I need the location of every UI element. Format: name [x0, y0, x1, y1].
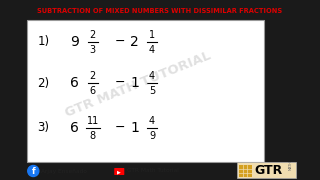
Text: ▶: ▶	[117, 169, 121, 174]
Text: GTR: GTR	[254, 163, 283, 177]
Text: 6: 6	[90, 86, 96, 96]
Text: 11: 11	[86, 116, 99, 126]
Text: −: −	[115, 75, 125, 89]
Text: 2: 2	[90, 30, 96, 40]
Circle shape	[28, 165, 39, 177]
Text: 2: 2	[90, 71, 96, 81]
Text: −: −	[115, 120, 125, 134]
Text: MATH: MATH	[289, 160, 293, 170]
Text: 3: 3	[90, 45, 96, 55]
FancyBboxPatch shape	[27, 20, 264, 162]
Text: 6: 6	[70, 76, 79, 90]
Text: SUBTRACTION OF MIXED NUMBERS WITH DISSIMILAR FRACTIONS: SUBTRACTION OF MIXED NUMBERS WITH DISSIM…	[37, 8, 283, 14]
Text: 1: 1	[131, 121, 139, 135]
FancyBboxPatch shape	[237, 162, 296, 178]
Text: GTR Math Tutorial: GTR Math Tutorial	[127, 168, 179, 174]
Text: 6: 6	[70, 121, 79, 135]
Text: Arjay Enseñado: Arjay Enseñado	[41, 168, 87, 174]
Text: 4: 4	[149, 45, 155, 55]
Text: 4: 4	[149, 71, 155, 81]
Text: 3): 3)	[37, 122, 49, 134]
Text: 1: 1	[131, 76, 139, 90]
Text: 8: 8	[90, 131, 96, 141]
Text: 2: 2	[131, 35, 139, 49]
Text: 1: 1	[149, 30, 155, 40]
Text: 9: 9	[70, 35, 79, 49]
Text: f: f	[31, 166, 35, 176]
Text: 1): 1)	[37, 35, 49, 48]
Text: 5: 5	[149, 86, 155, 96]
FancyBboxPatch shape	[114, 168, 124, 175]
Text: 9: 9	[149, 131, 155, 141]
Text: −: −	[115, 35, 125, 48]
Text: GTR MATH TUTORIAL: GTR MATH TUTORIAL	[63, 50, 213, 120]
Text: 4: 4	[149, 116, 155, 126]
Text: 2): 2)	[37, 76, 49, 89]
FancyBboxPatch shape	[239, 165, 252, 177]
